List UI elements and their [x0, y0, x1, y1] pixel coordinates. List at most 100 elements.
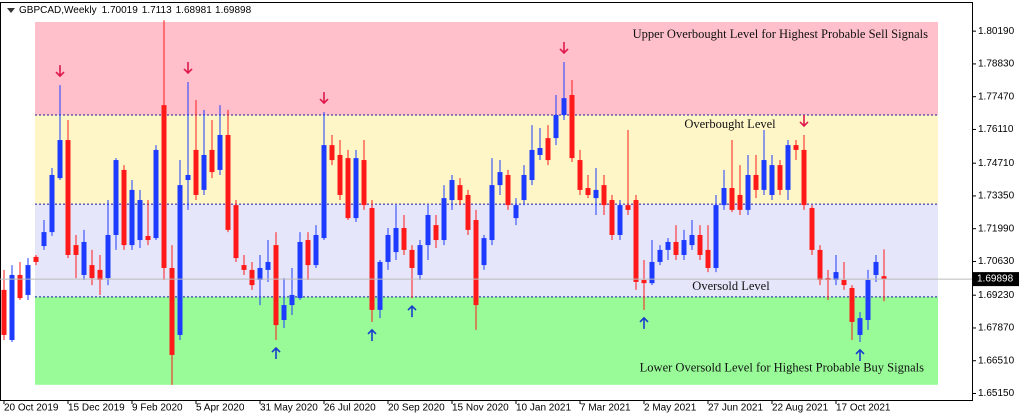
candle-body [225, 134, 231, 230]
candle-body [73, 245, 79, 255]
x-tick-label: 9 Feb 2020 [132, 403, 183, 414]
plot [1, 20, 887, 385]
candle-body [761, 160, 767, 190]
y-tick-label: 1.67870 [978, 323, 1015, 334]
candle-body [529, 149, 535, 181]
candle-body [817, 249, 823, 281]
sell-arrow [799, 114, 809, 128]
open-value: 1.70019 [102, 5, 139, 16]
candle-body [329, 145, 335, 161]
price-label: 1.69898 [977, 274, 1014, 285]
candle-body [593, 189, 599, 199]
candle-body [257, 267, 263, 281]
sell-arrow [559, 41, 569, 55]
buy-arrow [367, 328, 377, 341]
candle-body [657, 249, 663, 262]
candle-body [881, 276, 887, 280]
candle-body [129, 189, 135, 246]
x-tick-label: 20 Oct 2019 [4, 403, 59, 414]
candle-body [849, 287, 855, 322]
candle-body [361, 160, 367, 206]
candle-body [697, 234, 703, 255]
candle-body [505, 174, 511, 206]
candle-body [209, 149, 215, 173]
buy-arrow [407, 304, 417, 318]
x-tick-label: 2 May 2021 [644, 403, 697, 414]
candle-body [377, 261, 383, 310]
zone [35, 296, 938, 385]
sell-arrow [55, 65, 65, 78]
candle-body [169, 267, 175, 355]
low-value: 1.68981 [176, 5, 213, 16]
y-tick-label: 1.78830 [978, 59, 1015, 70]
candle-body [185, 174, 191, 181]
candle-body [809, 207, 815, 250]
zone-label: Lower Oversold Level for Highest Probabl… [640, 361, 924, 375]
candle-body [1, 289, 7, 335]
candle-body [601, 185, 607, 206]
candle-body [537, 147, 543, 155]
chart-title: GBPCAD,Weekly [19, 5, 97, 16]
candle-body [713, 205, 719, 268]
candle-body [369, 207, 375, 310]
symbol-icon [7, 8, 15, 13]
candle-body [57, 140, 63, 179]
candle-body [489, 185, 495, 241]
candle-body [89, 265, 95, 279]
candle-body [249, 269, 255, 286]
candle-body [745, 174, 751, 210]
candle-body [105, 234, 111, 279]
zone-label: Upper Overbought Level for Highest Proba… [633, 27, 929, 41]
candle-body [873, 261, 879, 275]
x-tick-label: 31 May 2020 [260, 403, 318, 414]
candle-body [633, 200, 639, 282]
candle-body [137, 200, 143, 241]
candle-body [433, 225, 439, 241]
candle-body [777, 165, 783, 190]
candle-body [9, 274, 15, 341]
candle-body [121, 169, 127, 246]
x-tick-label: 22 Aug 2021 [772, 403, 829, 414]
candle-body [297, 241, 303, 299]
candle-body [41, 232, 47, 247]
candle-body [273, 245, 279, 326]
candle-body [161, 105, 167, 268]
candle-body [289, 294, 295, 306]
candle-body [793, 145, 799, 150]
candle-body [113, 160, 119, 235]
candle-body [569, 94, 575, 159]
candle-body [801, 149, 807, 206]
candle-body [577, 160, 583, 190]
x-tick-label: 20 Sep 2020 [388, 403, 445, 414]
y-tick-label: 1.66510 [978, 355, 1015, 366]
y-tick-label: 1.65150 [978, 388, 1015, 399]
candle-body [193, 149, 199, 195]
candle-body [865, 280, 871, 321]
candle-body [833, 272, 839, 281]
y-tick-label: 1.73350 [978, 191, 1015, 202]
candle-body [617, 205, 623, 235]
close-value: 1.69898 [215, 5, 252, 16]
header: GBPCAD,Weekly 1.70019 1.7113 1.68981 1.69898 [19, 5, 252, 16]
candle-body [641, 280, 647, 284]
zone-label: Overbought Level [684, 117, 776, 131]
candle-body [265, 261, 271, 270]
candle-body [473, 220, 479, 306]
zone-label: Oversold Level [692, 279, 770, 293]
buy-arrow [855, 348, 865, 361]
x-tick-label: 27 Jun 2021 [708, 403, 763, 414]
x-tick-label: 15 Nov 2020 [452, 403, 509, 414]
candle-body [217, 134, 223, 170]
candle-body [729, 187, 735, 210]
high-value: 1.7113 [142, 5, 172, 16]
candle-body [385, 234, 391, 262]
candle-body [25, 265, 31, 295]
candle-body [393, 227, 399, 253]
candle-body [201, 154, 207, 190]
candle-body [49, 174, 55, 233]
candle-body [785, 145, 791, 190]
candle-body [665, 241, 671, 250]
candle-body [513, 205, 519, 219]
candle-body [345, 158, 351, 219]
